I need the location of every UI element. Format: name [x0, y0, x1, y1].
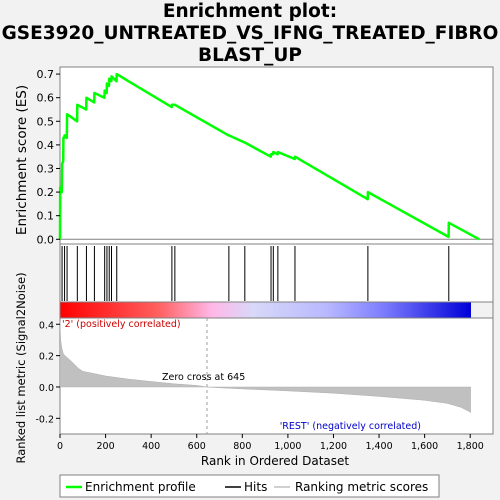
x-tick-label: 1,800 — [457, 441, 484, 452]
x-tick-label: 0 — [57, 441, 63, 452]
positive-label: '2' (positively correlated) — [62, 319, 181, 330]
es-layer — [58, 72, 493, 241]
legend-hits-label: Hits — [244, 480, 267, 494]
x-tick-label: 600 — [188, 441, 206, 452]
es-y-tick-label: 0.5 — [37, 115, 55, 128]
es-y-tick-label: 0.1 — [37, 210, 55, 223]
metric-area — [60, 321, 471, 414]
metric-panel — [59, 317, 494, 435]
x-tick-label: 400 — [142, 441, 160, 452]
title-line-3: BLAST_UP — [198, 45, 302, 66]
x-tick-label: 1,400 — [365, 441, 392, 452]
es-y-tick-label: 0.2 — [37, 186, 55, 199]
metric-y-axis-label: Ranked list metric (Signal2Noise) — [14, 272, 28, 463]
chart-title: Enrichment plot: GSE3920_UNTREATED_VS_IF… — [0, 1, 500, 67]
es-y-tick-label: 0.3 — [37, 162, 55, 175]
metric-layer — [60, 318, 471, 434]
es-y-tick-label: 0.7 — [37, 68, 55, 81]
legend-enrichment-label: Enrichment profile — [85, 480, 196, 494]
es-y-tick-label: 0.0 — [37, 233, 55, 246]
es-y-axis-label: Enrichment score (ES) — [14, 85, 30, 235]
hits-layer — [61, 246, 450, 301]
hits-panel — [59, 243, 494, 303]
metric-y-tick-label: 0.4 — [39, 320, 54, 331]
title-line-1: Enrichment plot: — [162, 1, 338, 22]
es-panel — [59, 66, 494, 245]
panels — [59, 66, 494, 435]
metric-y-tick-label: 0.0 — [39, 383, 54, 394]
es-y-tick-label: 0.6 — [37, 92, 55, 105]
x-tick-label: 1,600 — [411, 441, 438, 452]
es-series-line — [58, 72, 480, 241]
x-axis-label: Rank in Ordered Dataset — [201, 454, 349, 468]
title-line-2: GSE3920_UNTREATED_VS_IFNG_TREATED_FIBRO — [1, 23, 499, 44]
metric-y-tick-label: 0.2 — [39, 352, 54, 363]
legend: Enrichment profile Hits Ranking metric s… — [59, 474, 440, 498]
es-y-tick-label: 0.4 — [37, 139, 55, 152]
x-tick-label: 200 — [97, 441, 115, 452]
legend-box — [59, 474, 440, 498]
axes-layer: 0.0 0.1 0.2 0.3 0.4 0.5 0.6 0.7 0.4 0.2 0.0 -0.2 0 20… — [35, 68, 483, 452]
x-tick-label: 800 — [233, 441, 251, 452]
zero-cross-label: Zero cross at 645 — [162, 372, 245, 383]
negative-label: 'REST' (negatively correlated) — [280, 421, 421, 432]
metric-y-tick-label: -0.2 — [35, 414, 54, 425]
legend-metric-label: Ranking metric scores — [295, 480, 428, 494]
x-tick-label: 1,200 — [320, 441, 347, 452]
x-tick-label: 1,000 — [274, 441, 301, 452]
color-bar — [60, 302, 471, 318]
